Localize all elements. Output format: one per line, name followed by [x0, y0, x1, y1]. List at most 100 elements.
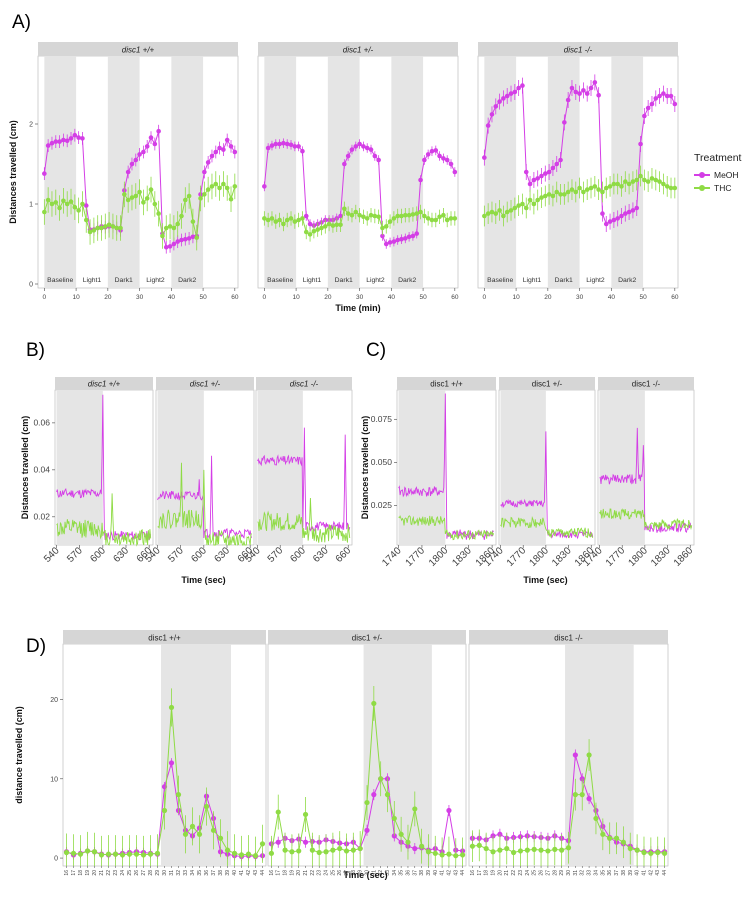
- data-point: [183, 236, 188, 242]
- data-point: [49, 140, 55, 146]
- panel-label-c: C): [366, 340, 387, 361]
- data-point: [91, 849, 98, 855]
- data-point: [140, 852, 147, 858]
- x-tick-label-28: 43: [253, 870, 259, 876]
- series-thc: [500, 516, 594, 539]
- facet-A-2: disc1 +/- Baseline Light1 Dark1 Light2 Dark2 0…: [257, 42, 459, 301]
- data-point: [288, 216, 294, 221]
- facet-strip-label: disc1 +/+: [430, 380, 463, 389]
- data-point: [584, 187, 590, 192]
- data-point: [49, 201, 55, 207]
- y-axis-title-B: Distances travelled (cm): [20, 416, 30, 520]
- facet-strip: [63, 630, 266, 644]
- series-thc: [482, 165, 678, 227]
- shaded-interval-3: [171, 56, 204, 288]
- data-point: [453, 853, 459, 859]
- data-point: [372, 153, 378, 159]
- data-point: [664, 93, 670, 99]
- data-point: [110, 224, 116, 229]
- data-point: [228, 196, 234, 202]
- legend-swatch-meoh: [694, 169, 710, 181]
- facet-strip-label: disc1 -/-: [632, 380, 661, 389]
- data-point: [554, 189, 560, 195]
- data-point: [189, 823, 196, 829]
- x-tick-label-22: 37: [412, 870, 418, 876]
- data-point: [175, 239, 180, 244]
- data-point: [577, 185, 582, 191]
- data-point: [638, 173, 643, 179]
- phase-label-1: Baseline: [267, 277, 293, 284]
- x-tick-label-19: 34: [392, 870, 398, 876]
- data-point: [446, 851, 452, 857]
- x-tick-label-24: 39: [225, 870, 231, 876]
- data-point: [642, 177, 647, 183]
- data-point: [53, 139, 59, 144]
- data-point: [323, 849, 329, 855]
- data-point: [558, 157, 563, 163]
- data-point: [209, 153, 215, 159]
- x-tick-label-8: 23: [113, 870, 119, 876]
- data-point: [441, 212, 446, 218]
- phase-label-4: Light2: [146, 277, 165, 284]
- data-point: [439, 852, 445, 858]
- data-point: [511, 849, 517, 856]
- data-point: [129, 161, 135, 167]
- data-point: [414, 231, 420, 236]
- data-point: [118, 225, 123, 231]
- data-point: [565, 97, 571, 103]
- data-point: [137, 152, 142, 157]
- data-point: [364, 145, 370, 151]
- data-point: [508, 208, 514, 213]
- data-point: [429, 217, 435, 223]
- data-point: [550, 193, 556, 199]
- data-point: [156, 211, 161, 216]
- data-point: [452, 216, 458, 221]
- data-point: [649, 176, 655, 181]
- series-thc: [157, 462, 253, 546]
- series-line: [398, 515, 495, 541]
- series-thc: [398, 515, 495, 541]
- data-point: [307, 221, 313, 227]
- x-tick-label-26: 41: [641, 870, 647, 876]
- data-point: [395, 237, 400, 243]
- series-meoh: [157, 455, 253, 540]
- x-tick-label-3: 18: [78, 870, 84, 876]
- data-point: [668, 185, 674, 191]
- data-point: [600, 211, 605, 216]
- data-point: [205, 160, 211, 165]
- data-point: [653, 96, 659, 101]
- data-point: [361, 144, 366, 149]
- x-tick-label-23: 38: [419, 870, 425, 876]
- data-point: [265, 217, 271, 223]
- data-point: [501, 213, 506, 219]
- x-tick-label-4: 30: [576, 294, 584, 301]
- data-point: [129, 195, 135, 200]
- series-line: [157, 455, 253, 540]
- data-point: [284, 217, 290, 223]
- data-point: [163, 244, 169, 250]
- x-tick-label-6: 50: [639, 294, 647, 301]
- data-point: [364, 827, 370, 833]
- data-point: [573, 89, 579, 95]
- data-point: [661, 181, 666, 187]
- facet-strip: [156, 377, 254, 390]
- data-point: [64, 138, 70, 144]
- data-point: [391, 815, 397, 822]
- data-point: [497, 847, 503, 853]
- data-point: [531, 177, 537, 183]
- shaded-interval-2: [107, 56, 140, 288]
- data-point: [627, 845, 633, 852]
- data-point: [371, 792, 377, 798]
- phase-label-1: Baseline: [47, 277, 73, 284]
- legend-label-thc: THC: [714, 182, 732, 193]
- x-tick-label-9: 24: [525, 870, 531, 876]
- data-point: [368, 147, 374, 152]
- y-tick-label-3: 2: [29, 122, 33, 129]
- y-tick-label-3: 20: [50, 697, 58, 704]
- data-point: [485, 211, 491, 216]
- data-point: [405, 839, 411, 845]
- data-point: [53, 200, 59, 205]
- data-point: [161, 807, 168, 814]
- legend-item-meoh: MeOH: [694, 168, 741, 181]
- x-tick-label-2: 10: [512, 294, 520, 301]
